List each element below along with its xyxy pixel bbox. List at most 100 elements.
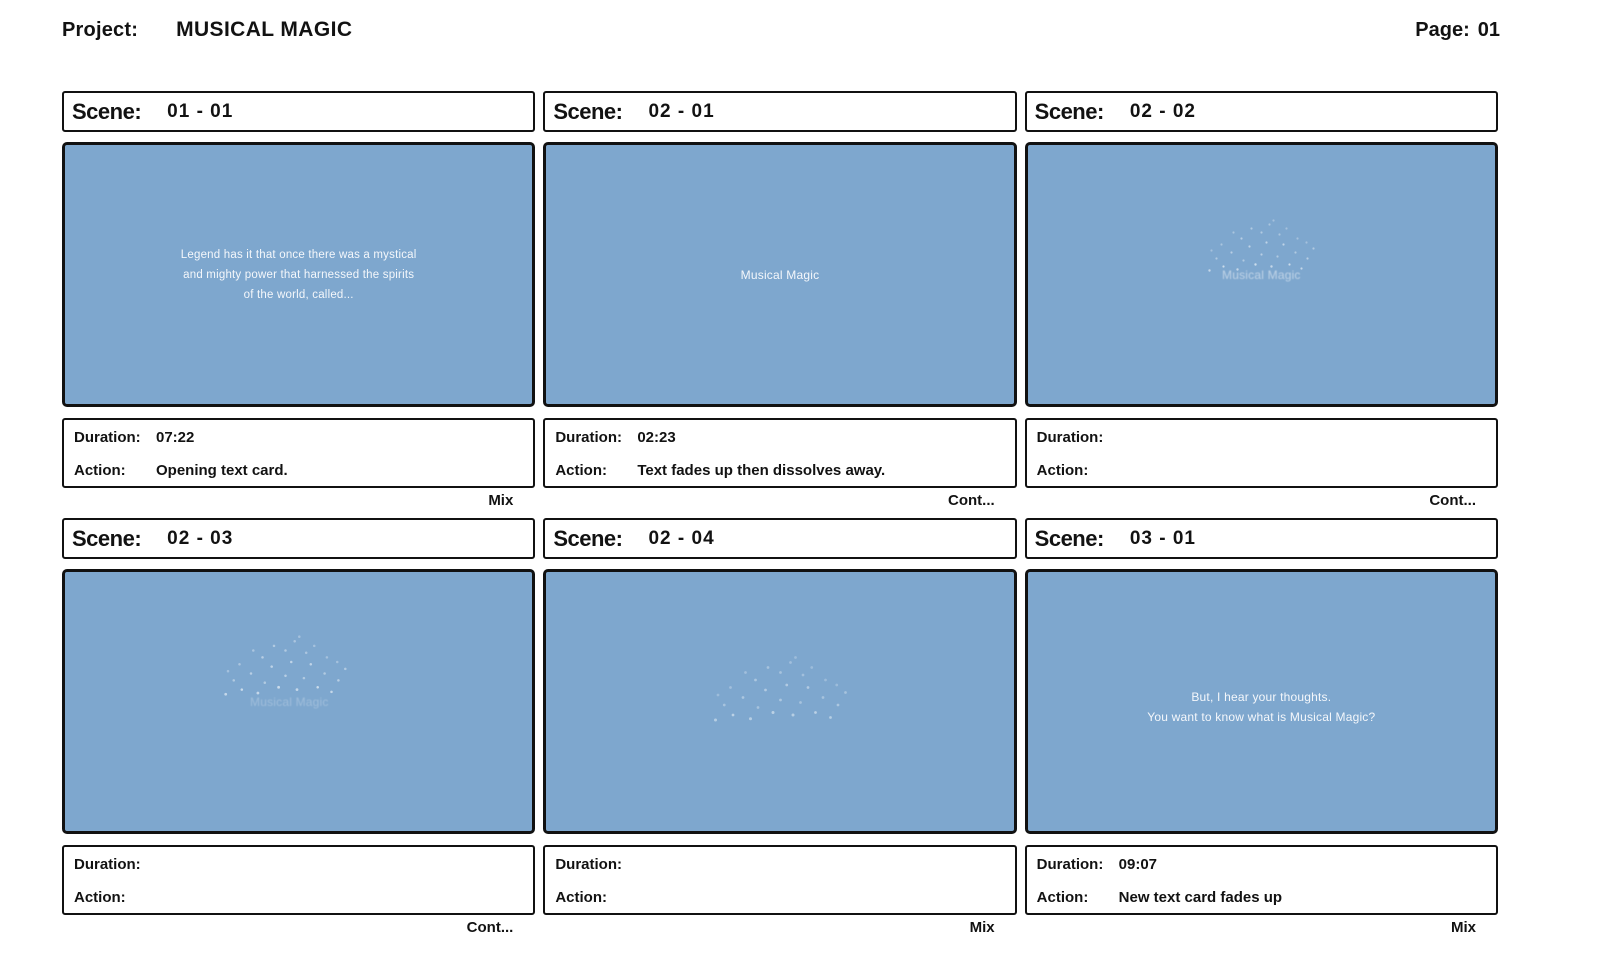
duration-label: Duration: — [1036, 429, 1104, 446]
duration-value: 02:23 — [637, 429, 676, 446]
transition-label: Cont... — [1429, 492, 1476, 509]
action-row: Action: New text card fades up — [1037, 889, 1486, 906]
frame-text-line: But, I hear your thoughts. — [1191, 689, 1332, 704]
scene-header: Scene: 01 - 01 — [62, 91, 536, 132]
scene-label: Scene: — [1034, 98, 1105, 124]
duration-label: Duration: — [555, 856, 622, 873]
transition-row: Cont... — [1025, 492, 1498, 513]
duration-row: Duration: — [555, 856, 1004, 873]
scene-header: Scene: 03 - 01 — [1024, 518, 1498, 559]
action-label: Action: — [555, 889, 607, 906]
info-box: Duration: 07:22 Action: Opening text car… — [62, 418, 536, 488]
frame-text-card: But, I hear your thoughts. You want to k… — [1028, 687, 1495, 727]
scene-label: Scene: — [72, 525, 142, 551]
page-number: 01 — [1477, 19, 1500, 41]
frame-image: Legend has it that once there was a myst… — [62, 142, 536, 407]
scene-panel-02-01: Scene: 02 - 01 Musical Magic Duration: 0… — [543, 91, 1017, 513]
duration-value: 07:22 — [156, 429, 195, 446]
duration-label: Duration: — [74, 856, 141, 873]
duration-row: Duration: 07:22 — [74, 429, 523, 446]
scene-label: Scene: — [72, 98, 142, 124]
transition-row: Mix — [62, 492, 535, 513]
scene-panel-01-01: Scene: 01 - 01 Legend has it that once t… — [62, 91, 536, 513]
frame-text-card: Musical Magic — [546, 265, 1013, 285]
info-box: Duration: Action: — [62, 845, 536, 915]
frame-text-line: Musical Magic — [740, 267, 820, 282]
storyboard-grid: Scene: 01 - 01 Legend has it that once t… — [62, 91, 1498, 940]
duration-row: Duration: — [74, 856, 523, 873]
info-box: Duration: Action: — [1024, 418, 1498, 488]
info-box: Duration: 02:23 Action: Text fades up th… — [543, 418, 1017, 488]
action-row: Action: — [74, 889, 523, 906]
scene-number: 02 - 01 — [648, 100, 715, 122]
duration-row: Duration: 02:23 — [555, 429, 1004, 446]
action-value: Opening text card. — [156, 462, 288, 479]
scene-header: Scene: 02 - 04 — [543, 518, 1017, 559]
action-label: Action: — [1036, 462, 1089, 479]
action-label: Action: — [74, 462, 126, 479]
scene-number: 03 - 01 — [1129, 527, 1196, 549]
info-box: Duration: 09:07 Action: New text card fa… — [1024, 845, 1498, 915]
scene-label: Scene: — [553, 525, 623, 551]
frame-text-line: and mighty power that harnessed the spir… — [183, 268, 415, 281]
action-value: New text card fades up — [1118, 889, 1283, 906]
frame-image: Musical Magic — [543, 142, 1017, 407]
frame-text-line: Musical Magic — [250, 694, 329, 709]
transition-label: Mix — [488, 492, 514, 509]
duration-value: 09:07 — [1118, 856, 1158, 873]
scene-panel-03-01: Scene: 03 - 01 But, I hear your thoughts… — [1024, 518, 1498, 940]
page-header: Project: MUSICAL MAGIC Page: 01 — [62, 18, 1500, 42]
action-label: Action: — [555, 462, 607, 479]
scene-label: Scene: — [553, 98, 623, 124]
action-row: Action: — [1037, 462, 1486, 479]
transition-row: Mix — [1025, 919, 1498, 940]
scene-number: 02 - 03 — [167, 527, 234, 549]
scene-panel-02-02: Scene: 02 - 02 Musical Magic Duration: A… — [1024, 91, 1498, 513]
scene-number: 02 - 04 — [648, 527, 715, 549]
action-row: Action: Text fades up then dissolves awa… — [555, 462, 1004, 479]
action-value: Text fades up then dissolves away. — [637, 462, 886, 479]
scene-panel-02-03: Scene: 02 - 03 Musical Magic Duration: A… — [62, 518, 536, 940]
action-label: Action: — [1036, 889, 1089, 906]
project-label: Project: — [62, 19, 139, 41]
frame-text-card: Musical Magic — [1028, 265, 1495, 285]
duration-row: Duration: — [1037, 429, 1486, 446]
page-indicator: Page: 01 — [1415, 19, 1500, 42]
action-row: Action: Opening text card. — [74, 462, 523, 479]
project-name: MUSICAL MAGIC — [176, 18, 353, 41]
sparkle-particles — [780, 722, 781, 723]
frame-image: But, I hear your thoughts. You want to k… — [1024, 569, 1498, 834]
frame-text-line: You want to know what is Musical Magic? — [1147, 709, 1376, 724]
scene-number: 02 - 02 — [1129, 100, 1196, 122]
frame-text-line: Musical Magic — [1222, 267, 1301, 282]
page-label: Page: — [1415, 19, 1470, 41]
duration-row: Duration: 09:07 — [1037, 856, 1486, 873]
scene-header: Scene: 02 - 03 — [62, 518, 536, 559]
transition-row: Cont... — [543, 492, 1016, 513]
frame-image — [543, 569, 1017, 834]
scene-panel-02-04: Scene: 02 - 04 Duration: Action: Mix — [543, 518, 1017, 940]
transition-label: Mix — [969, 919, 995, 936]
frame-text-card: Musical Magic — [65, 692, 532, 712]
transition-label: Cont... — [948, 492, 995, 509]
duration-label: Duration: — [1036, 856, 1104, 873]
storyboard-page: Project: MUSICAL MAGIC Page: 01 Scene: 0… — [0, 18, 1600, 959]
transition-label: Mix — [1450, 919, 1476, 936]
frame-image: Musical Magic — [62, 569, 536, 834]
project-title: Project: MUSICAL MAGIC — [62, 18, 352, 42]
transition-label: Cont... — [466, 919, 514, 936]
transition-row: Cont... — [62, 919, 535, 940]
scene-number: 01 - 01 — [167, 100, 234, 122]
frame-text-card: Legend has it that once there was a myst… — [65, 245, 532, 305]
transition-row: Mix — [543, 919, 1016, 940]
action-row: Action: — [555, 889, 1004, 906]
frame-text-line: Legend has it that once there was a myst… — [180, 248, 417, 261]
info-box: Duration: Action: — [543, 845, 1017, 915]
frame-text-line: of the world, called... — [243, 288, 354, 301]
scene-header: Scene: 02 - 01 — [543, 91, 1017, 132]
action-label: Action: — [74, 889, 126, 906]
frame-image: Musical Magic — [1024, 142, 1498, 407]
duration-label: Duration: — [555, 429, 622, 446]
duration-label: Duration: — [74, 429, 141, 446]
scene-header: Scene: 02 - 02 — [1024, 91, 1498, 132]
